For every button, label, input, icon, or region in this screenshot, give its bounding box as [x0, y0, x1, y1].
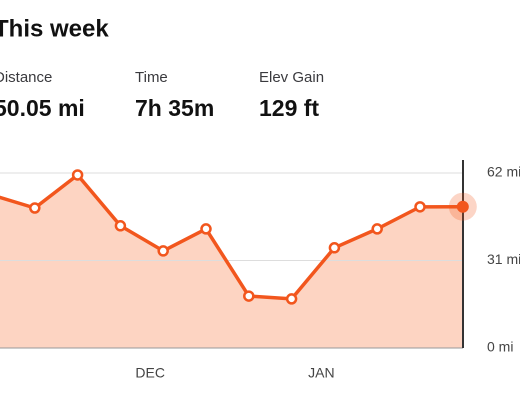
point — [200, 223, 212, 235]
point — [114, 220, 127, 232]
line — [0, 173, 463, 301]
area — [0, 174, 463, 348]
stat-label: Elev Gain — [259, 69, 324, 86]
x-tick-label: DEC — [135, 365, 165, 381]
point — [371, 223, 383, 235]
point — [285, 293, 298, 305]
point — [414, 201, 426, 213]
point — [29, 202, 41, 214]
point — [157, 245, 169, 257]
stat-value: 50.05 mi — [0, 95, 85, 121]
point — [243, 290, 255, 302]
stat-label: Distance — [0, 69, 52, 86]
x-tick-label: JAN — [308, 365, 334, 381]
y-tick-label: 0 mi — [487, 339, 513, 355]
stat-value: 129 ft — [259, 95, 319, 121]
y-tick-label: 31 mi — [487, 251, 520, 267]
y-tick-label: 62 mi — [487, 164, 520, 180]
point — [456, 200, 469, 213]
title: This week — [0, 15, 109, 42]
stat-value: 7h 35m — [135, 95, 214, 121]
point — [328, 242, 341, 254]
point — [71, 169, 84, 181]
stat-label: Time — [135, 69, 168, 86]
